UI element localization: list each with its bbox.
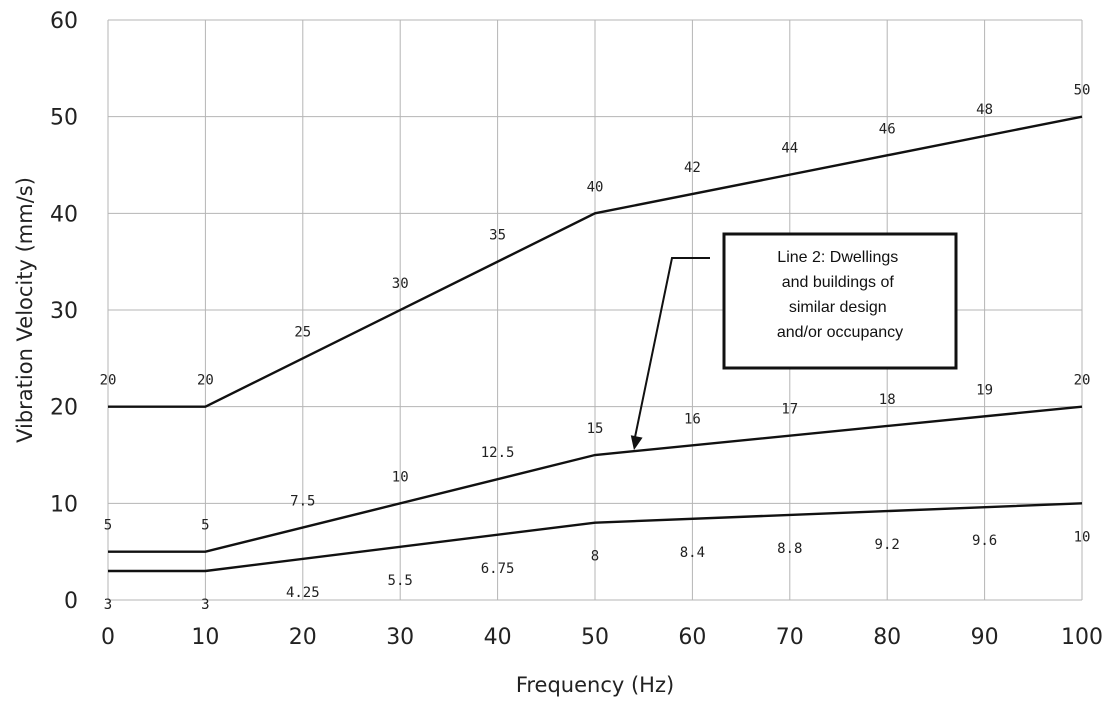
data-label: 20 (1074, 373, 1091, 389)
y-tick-label: 40 (50, 202, 78, 227)
data-label: 20 (100, 373, 117, 389)
x-tick-label: 40 (484, 625, 512, 650)
series-lines (108, 115, 1083, 573)
y-tick-label: 50 (50, 106, 78, 131)
y-tick-label: 60 (50, 9, 78, 34)
data-label: 3 (201, 597, 209, 613)
y-axis-title: Vibration Velocity (mm/s) (13, 177, 37, 443)
x-tick-label: 100 (1061, 625, 1103, 650)
x-tick-label: 20 (289, 625, 317, 650)
data-label: 8 (591, 549, 599, 565)
callout-box (722, 232, 958, 370)
data-label: 5.5 (388, 573, 413, 589)
data-label: 20 (197, 373, 214, 389)
data-label: 6.75 (481, 561, 515, 577)
data-label: 19 (976, 382, 993, 398)
data-label: 4.25 (286, 585, 320, 601)
series-line-1 (108, 115, 1083, 408)
data-label: 5 (104, 518, 112, 534)
data-label: 8.8 (777, 541, 802, 557)
y-tick-label: 10 (50, 492, 78, 517)
y-tick-label: 0 (64, 589, 78, 614)
data-label: 25 (294, 324, 311, 340)
callout-line-2: and buildings of (782, 274, 895, 291)
callout-annotation: Line 2: Dwellings and buildings of simil… (630, 232, 958, 451)
data-label: 46 (879, 121, 896, 137)
data-label: 3 (104, 597, 112, 613)
x-tick-label: 0 (101, 625, 115, 650)
data-label: 9.2 (875, 537, 900, 553)
x-tick-label: 90 (971, 625, 999, 650)
data-label: 5 (201, 518, 209, 534)
data-label: 16 (684, 411, 701, 427)
x-tick-label: 60 (678, 625, 706, 650)
series-line-2 (108, 405, 1083, 553)
data-label: 15 (587, 421, 604, 437)
x-tick-label: 10 (191, 625, 219, 650)
data-label: 12.5 (481, 445, 515, 461)
x-tick-label: 70 (776, 625, 804, 650)
data-label: 50 (1074, 83, 1091, 99)
data-label: 44 (781, 141, 798, 157)
x-tick-label: 80 (873, 625, 901, 650)
data-label: 40 (587, 179, 604, 195)
data-label: 48 (976, 102, 993, 118)
data-label: 7.5 (290, 494, 315, 510)
callout-arrow (632, 257, 710, 443)
data-label: 17 (781, 402, 798, 418)
y-tick-label: 20 (50, 396, 78, 421)
data-label: 9.6 (972, 533, 997, 549)
data-label: 18 (879, 392, 896, 408)
x-axis-title: Frequency (Hz) (516, 673, 674, 697)
callout-line-4: and/or occupancy (777, 324, 903, 341)
tick-labels: 0 10 20 30 40 50 60 70 80 90 100 0 10 20 30 40 50 60 (50, 9, 1103, 650)
svg-text:Line 2: Dwellings and bu: Line 2: Dwellings and buildings of simil… (777, 249, 903, 341)
data-label: 10 (1074, 529, 1091, 545)
data-label: 35 (489, 228, 506, 244)
callout-arrowhead (630, 435, 643, 451)
data-label: 8.4 (680, 545, 705, 561)
data-label: 42 (684, 160, 701, 176)
x-tick-label: 50 (581, 625, 609, 650)
series-line-3 (108, 502, 1083, 573)
x-tick-label: 30 (386, 625, 414, 650)
data-label: 10 (392, 469, 409, 485)
y-tick-label: 30 (50, 299, 78, 324)
data-label: 30 (392, 276, 409, 292)
data-labels: 20 20 25 30 35 40 42 44 46 48 50 5 5 7.5 10 12.5 15 16 17 1… (100, 83, 1091, 613)
callout-line-1: Line 2: Dwellings (777, 249, 898, 266)
callout-line-3: similar design (789, 299, 887, 316)
